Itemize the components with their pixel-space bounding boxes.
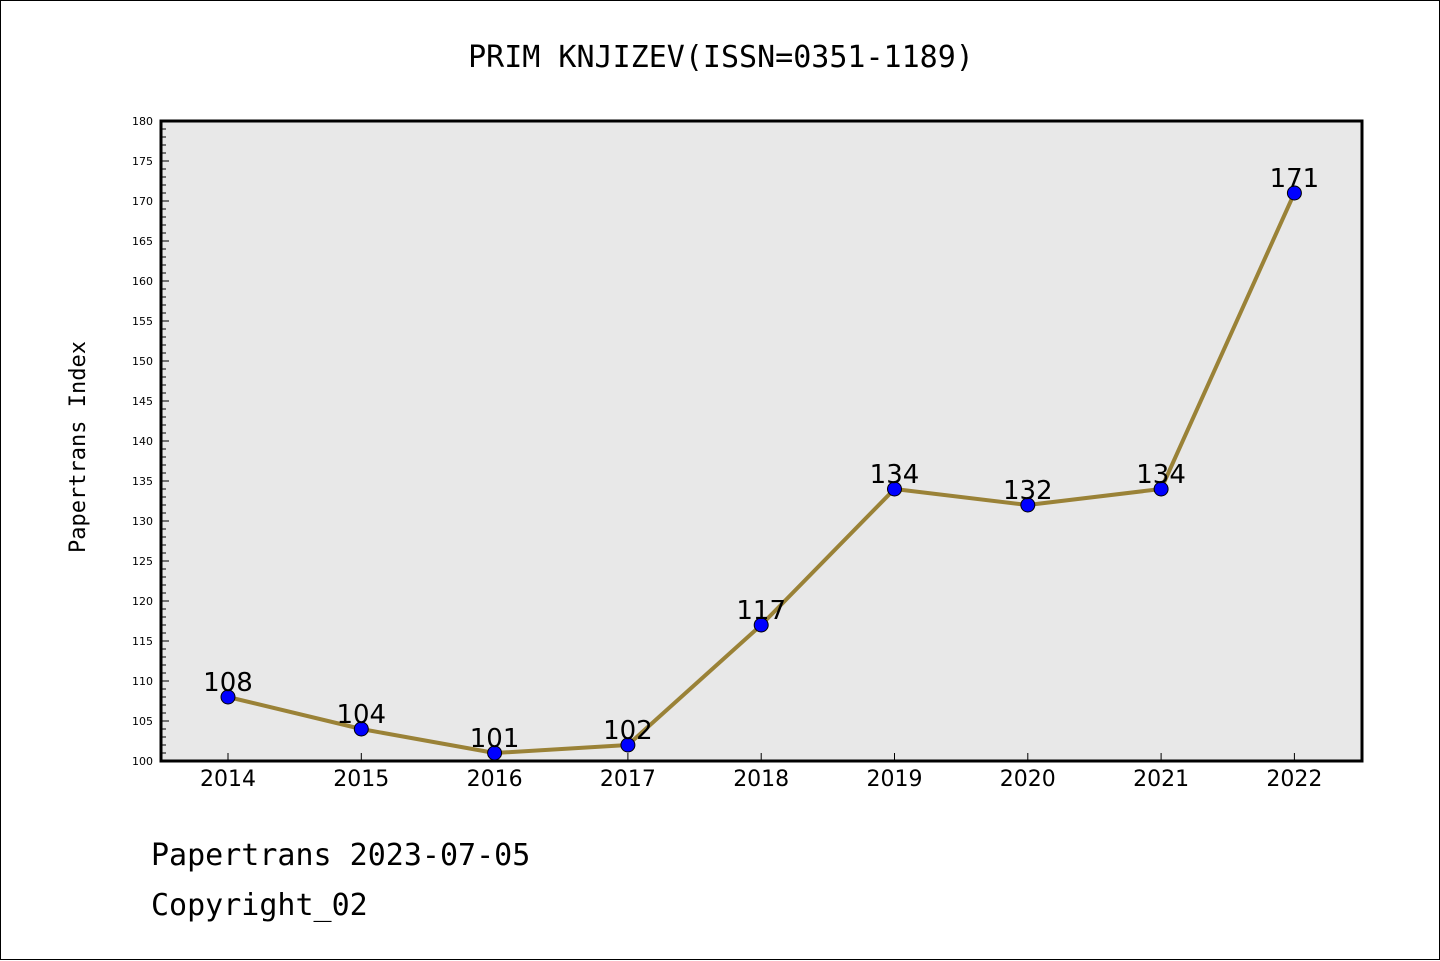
data-point: [353, 721, 369, 737]
data-point: [220, 689, 236, 705]
y-tick-label: 100: [132, 755, 153, 768]
y-tick-label: 160: [132, 275, 153, 288]
y-tick-label: 150: [132, 355, 153, 368]
y-tick-label: 130: [132, 515, 153, 528]
y-tick-label: 110: [132, 675, 153, 688]
x-tick-label: 2014: [200, 767, 256, 792]
data-label: 134: [870, 460, 920, 490]
data-label: 117: [736, 596, 786, 626]
data-label: 132: [1003, 476, 1053, 506]
x-tick-label: 2016: [467, 767, 523, 792]
y-tick-label: 125: [132, 555, 153, 568]
data-label: 104: [336, 700, 386, 730]
series-line-segment: [1025, 487, 1164, 507]
data-point: [487, 745, 503, 761]
data-label: 134: [1136, 460, 1186, 490]
data-point: [887, 481, 902, 497]
data-point: [1286, 185, 1302, 201]
data-labels: 108 104 101 102 117 134 132 134 171: [203, 164, 1319, 754]
y-tick-label: 165: [132, 235, 153, 248]
y-tick-label: 180: [132, 115, 153, 128]
y-tick-label: 145: [132, 395, 153, 408]
footer-copyright: Copyright_02: [151, 888, 368, 923]
series-line-segment: [892, 487, 1030, 507]
y-tick-label: 140: [132, 435, 153, 448]
y-axis: 100 105 110 115 120 125 130 135 140 145 150 155 160 1…: [132, 115, 169, 768]
footer-date: Papertrans 2023-07-05: [151, 838, 530, 873]
x-tick-label: 2022: [1266, 767, 1322, 792]
series-line-segment: [226, 695, 364, 731]
y-tick-label: 105: [132, 715, 153, 728]
y-tick-label: 115: [132, 635, 153, 648]
data-point: [620, 737, 636, 753]
series-line-segment: [625, 623, 764, 747]
x-tick-label: 2019: [867, 767, 923, 792]
series-line-segment: [759, 487, 897, 627]
data-label: 102: [603, 716, 653, 746]
y-tick-label: 170: [132, 195, 153, 208]
x-tick-label: 2017: [600, 767, 656, 792]
data-point: [1153, 481, 1169, 497]
y-axis-label: Papertrans Index: [66, 341, 91, 553]
x-tick-label: 2021: [1133, 767, 1189, 792]
plot-area: [159, 119, 1364, 763]
data-label: 108: [203, 668, 253, 698]
x-axis: 2014 2015 2016 2017 2018 2019 2020 2021 2022: [200, 753, 1322, 792]
x-tick-label: 2020: [1000, 767, 1056, 792]
x-tick-label: 2018: [733, 767, 789, 792]
series-line-segment: [492, 743, 630, 755]
series-line-group: [226, 191, 1297, 755]
data-point: [1020, 497, 1036, 513]
data-point: [753, 617, 769, 633]
data-points: [220, 185, 1302, 761]
y-tick-label: 175: [132, 155, 153, 168]
series-line-segment: [1159, 191, 1297, 491]
y-tick-label: 120: [132, 595, 153, 608]
data-label: 101: [470, 724, 520, 754]
y-tick-label: 135: [132, 475, 153, 488]
series-line-segment: [359, 727, 497, 755]
y-tick-label: 155: [132, 315, 153, 328]
x-tick-label: 2015: [333, 767, 389, 792]
data-label: 171: [1270, 164, 1320, 194]
chart-title: PRIM KNJIZEV(ISSN=0351-1189): [468, 40, 974, 75]
